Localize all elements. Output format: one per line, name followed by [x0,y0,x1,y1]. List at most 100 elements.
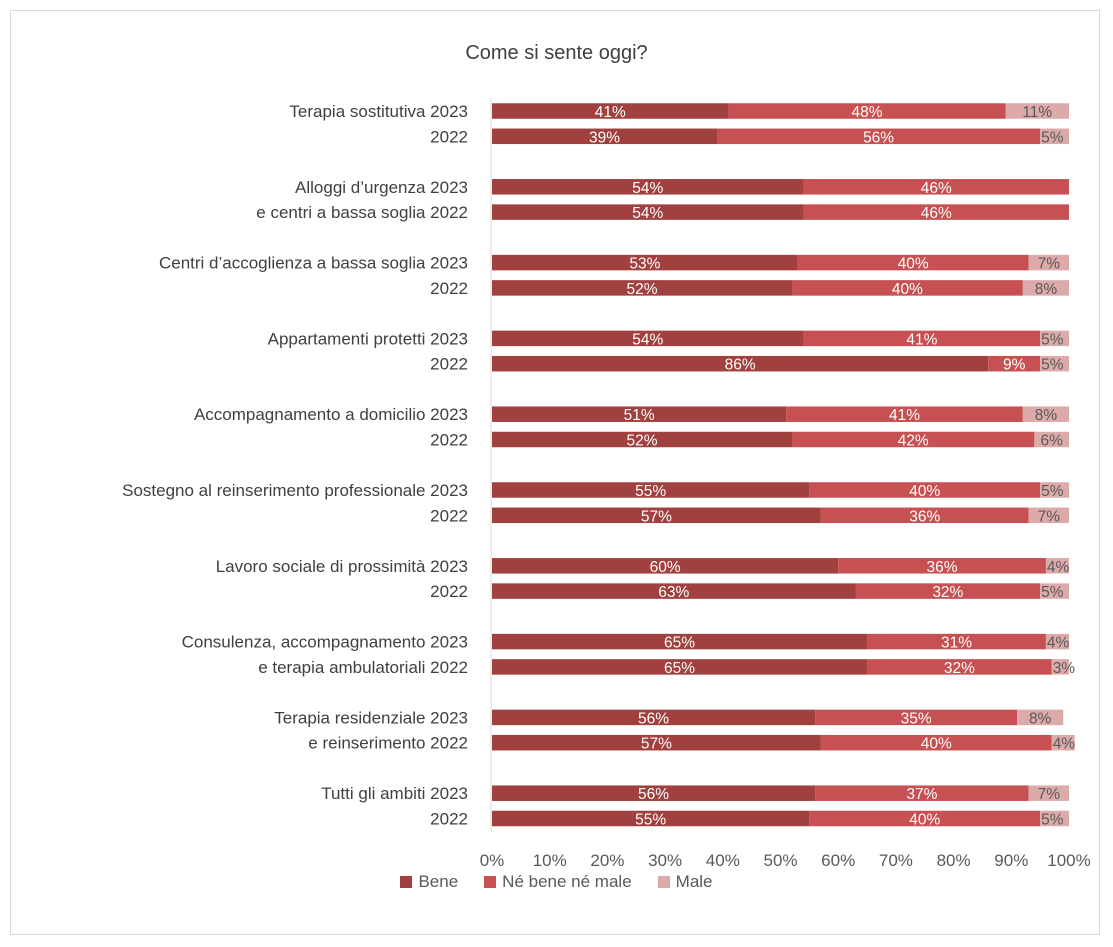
bar-segment [1028,254,1069,271]
data-label: 5% [1041,812,1064,829]
data-label: 7% [1038,508,1061,525]
data-label: 46% [921,205,952,222]
chart-frame [10,10,1100,935]
data-label: 54% [632,331,663,348]
category-label: Terapia residenziale 2023 [274,708,468,727]
category-label: Accompagnamento a domicilio 2023 [194,405,468,424]
bar-segment [809,810,1041,827]
bar-segment [492,355,989,372]
x-tick-label: 20% [590,851,624,870]
bar-segment [1040,128,1069,145]
data-label: 8% [1035,281,1058,298]
bar-segment [792,431,1035,448]
bar-segment [1045,558,1069,574]
legend-item: Male [657,872,713,892]
legend-swatch [657,876,670,888]
category-label: Tutti gli ambiti 2023 [321,784,468,803]
data-label: 5% [1041,331,1064,348]
bar-segment [492,128,718,145]
data-label: 48% [852,104,883,121]
data-label: 52% [627,433,658,450]
bar-segment [492,507,821,524]
data-label: 40% [921,736,952,753]
bar-segment [820,507,1029,524]
x-tick-label: 0% [480,851,505,870]
data-label: 56% [863,129,894,146]
data-label: 11% [1022,104,1052,121]
bar-segment [1040,330,1069,347]
data-label: 53% [629,256,660,273]
data-label: 65% [664,660,695,677]
data-label: 41% [889,407,920,424]
bar-segment [867,633,1046,650]
data-label: 42% [898,433,929,450]
legend-item: Né bene né male [484,872,632,892]
bar-segment [1022,406,1069,422]
data-label: 63% [658,584,689,601]
bar-segment [838,558,1046,574]
bar-segment [492,558,839,574]
bar-segment [1017,709,1064,726]
data-label: 6% [1040,433,1063,450]
x-tick-label: 70% [879,851,913,870]
category-label: 2022 [430,810,468,829]
legend-label: Male [675,872,713,891]
category-label: Appartamenti protetti 2023 [268,329,468,348]
bar-segment [1051,659,1069,675]
bar-segment [1040,583,1069,599]
category-label: Alloggi d’urgenza 2023 [295,178,468,197]
bar-segment [867,659,1052,675]
x-tick-label: 80% [937,851,971,870]
category-label: 2022 [430,582,468,601]
data-label: 46% [921,180,952,197]
data-label: 5% [1041,129,1064,146]
data-label: 3% [1053,660,1076,677]
data-label: 54% [632,205,663,222]
category-label: e centri a bassa soglia 2022 [256,203,468,222]
category-label: e terapia ambulatoriali 2022 [258,658,468,677]
data-label: 54% [632,180,663,197]
data-label: 37% [906,786,937,803]
data-label: 4% [1047,635,1070,652]
legend-item: Bene [400,872,458,892]
category-label: Sostegno al reinserimento professionale … [122,481,468,500]
data-label: 65% [664,635,695,652]
category-label: e reinserimento 2022 [308,734,468,753]
data-label: 40% [898,256,929,273]
data-label: 52% [627,281,658,298]
bar-segment [492,633,868,650]
data-label: 8% [1035,407,1058,424]
category-label: Consulenza, accompagnamento 2023 [182,633,468,652]
bar-segment [809,482,1041,498]
data-label: 39% [589,129,620,146]
data-label: 5% [1041,357,1064,374]
bar-segment [492,810,810,827]
data-label: 56% [638,710,669,727]
bar-segment [855,583,1041,599]
data-label: 9% [1003,357,1026,374]
bar-segment [988,355,1041,372]
bar-segment [492,204,804,220]
data-label: 32% [944,660,975,677]
bar-segment [1028,507,1069,524]
data-label: 51% [624,407,655,424]
bar-segment [815,785,1029,801]
category-label: 2022 [430,431,468,450]
data-label: 60% [650,559,681,576]
bar-segment [786,406,1023,422]
bar-segment [492,103,729,119]
data-label: 56% [638,786,669,803]
x-tick-label: 60% [821,851,855,870]
data-label: 57% [641,508,672,525]
x-tick-label: 10% [533,851,567,870]
bar-segment [792,280,1023,296]
category-label: 2022 [430,127,468,146]
bar-segment [717,128,1041,145]
data-label: 36% [927,559,958,576]
bar-segment [820,734,1052,751]
bar-segment [492,734,821,751]
data-label: 57% [641,736,672,753]
data-label: 41% [906,331,937,348]
data-label: 55% [635,483,666,500]
data-label: 41% [595,104,626,121]
